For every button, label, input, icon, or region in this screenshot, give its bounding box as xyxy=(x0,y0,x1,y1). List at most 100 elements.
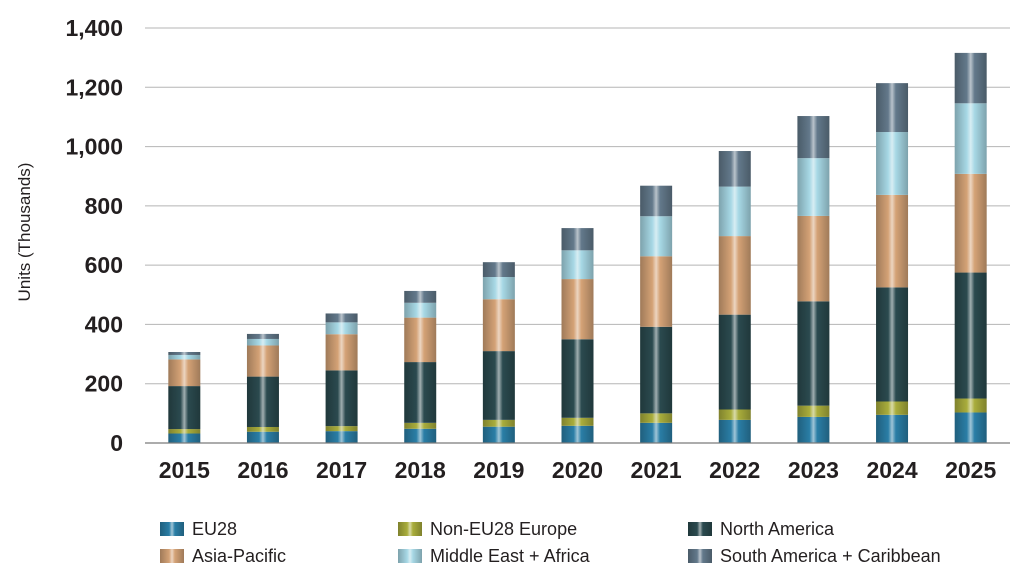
bar-segment xyxy=(168,433,201,443)
bar-segment xyxy=(797,116,830,159)
x-tick-label: 2025 xyxy=(945,457,996,483)
bar-segment xyxy=(325,431,358,443)
legend-label: South America + Caribbean xyxy=(720,546,941,566)
x-tick-label: 2023 xyxy=(788,457,839,483)
legend-label: Asia-Pacific xyxy=(192,546,286,566)
legend-label: EU28 xyxy=(192,519,237,539)
legend-label: North America xyxy=(720,519,835,539)
bar-segment xyxy=(718,409,751,420)
x-tick-label: 2020 xyxy=(552,457,603,483)
y-axis-ticks: 0 200 400 600 800 1,000 1,200 1,400 xyxy=(65,15,123,456)
bar-segment xyxy=(482,419,515,427)
bar-segment xyxy=(168,354,201,360)
bar-segment xyxy=(954,173,987,273)
bar-segment xyxy=(876,414,909,443)
bar-segment xyxy=(718,236,751,315)
y-tick-label: 0 xyxy=(110,430,123,456)
legend-label: Middle East + Africa xyxy=(430,546,591,566)
legend-label: Non-EU28 Europe xyxy=(430,519,577,539)
bar-segment xyxy=(482,299,515,352)
y-tick-label: 1,000 xyxy=(65,134,123,160)
legend: EU28 Non-EU28 Europe North America Asia-Pac… xyxy=(160,519,941,566)
x-tick-label: 2024 xyxy=(866,457,917,483)
bar-segment xyxy=(246,426,279,432)
legend-swatch xyxy=(160,522,184,536)
bar-segment xyxy=(640,256,673,327)
y-tick-label: 1,200 xyxy=(65,74,123,100)
bar-segment xyxy=(954,272,987,399)
bar-segment xyxy=(482,262,515,277)
bar-segment xyxy=(404,290,437,303)
bar-segment xyxy=(482,426,515,443)
bar-segment xyxy=(168,359,201,387)
bar-segment xyxy=(797,405,830,417)
bar-segment xyxy=(718,314,751,410)
bar-segment xyxy=(640,422,673,443)
bar-segment xyxy=(954,52,987,104)
bar-segment xyxy=(797,158,830,216)
x-tick-label: 2018 xyxy=(395,457,446,483)
bar-segment xyxy=(168,386,201,430)
bar-segment xyxy=(325,426,358,432)
bar-segment xyxy=(404,422,437,429)
bar-segment xyxy=(246,345,279,377)
bar-segment xyxy=(325,322,358,335)
bar-segment xyxy=(246,376,279,427)
bar-segment xyxy=(325,334,358,371)
bar-segment xyxy=(561,425,594,443)
bar-segment xyxy=(954,398,987,413)
y-tick-label: 400 xyxy=(85,311,123,337)
bar-segment xyxy=(168,429,201,434)
bar-segment xyxy=(640,413,673,423)
bar-segment xyxy=(797,215,830,302)
bar-segment xyxy=(718,186,751,237)
legend-swatch xyxy=(398,549,422,563)
bar-segment xyxy=(640,326,673,414)
bar-segment xyxy=(246,431,279,443)
legend-swatch xyxy=(160,549,184,563)
bar-segment xyxy=(561,339,594,418)
y-tick-label: 200 xyxy=(85,371,123,397)
bar-segment xyxy=(561,228,594,251)
bar-segment xyxy=(718,151,751,187)
bar-segment xyxy=(404,362,437,423)
bar-segment xyxy=(876,194,909,288)
legend-swatch xyxy=(688,522,712,536)
bar-segment xyxy=(876,287,909,402)
x-tick-label: 2017 xyxy=(316,457,367,483)
bar-segment xyxy=(640,216,673,257)
bar-segment xyxy=(561,417,594,426)
bar-segment xyxy=(246,338,279,346)
bar-segment xyxy=(561,279,594,340)
x-tick-label: 2021 xyxy=(631,457,682,483)
x-tick-label: 2022 xyxy=(709,457,760,483)
y-tick-label: 800 xyxy=(85,193,123,219)
y-axis-label: Units (Thousands) xyxy=(15,163,34,302)
bar-segment xyxy=(404,317,437,363)
legend-swatch xyxy=(688,549,712,563)
bars xyxy=(168,52,987,443)
bar-segment xyxy=(797,301,830,406)
x-tick-label: 2019 xyxy=(473,457,524,483)
bar-segment xyxy=(404,302,437,318)
bar-segment xyxy=(718,419,751,443)
bar-segment xyxy=(168,351,201,355)
bar-segment xyxy=(876,83,909,133)
x-axis-ticks: 2015 2016 2017 2018 2019 2020 2021 2022 2023 2024… xyxy=(159,457,997,483)
bar-segment xyxy=(325,313,358,323)
bar-segment xyxy=(482,351,515,420)
bar-segment xyxy=(876,132,909,195)
bar-segment xyxy=(797,416,830,443)
x-tick-label: 2016 xyxy=(237,457,288,483)
bar-segment xyxy=(482,277,515,300)
legend-swatch xyxy=(398,522,422,536)
bar-segment xyxy=(561,250,594,280)
bar-segment xyxy=(954,103,987,174)
bar-segment xyxy=(325,370,358,427)
bar-segment xyxy=(954,412,987,443)
y-tick-label: 1,400 xyxy=(65,15,123,41)
x-tick-label: 2015 xyxy=(159,457,210,483)
bar-segment xyxy=(876,401,909,415)
bar-segment xyxy=(404,428,437,443)
